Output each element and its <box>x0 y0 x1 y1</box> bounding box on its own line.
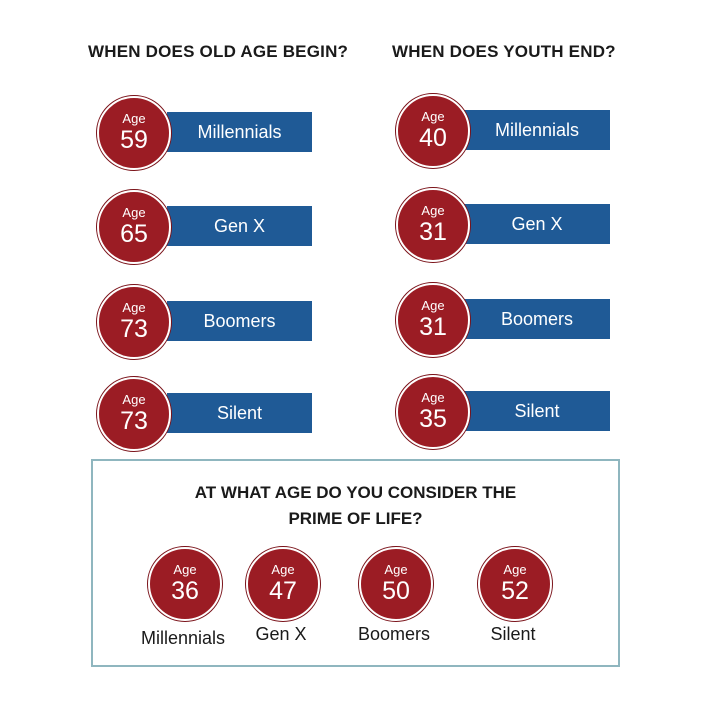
age-value: 52 <box>501 577 529 605</box>
youth-end-heading: WHEN DOES YOUTH END? <box>392 42 616 61</box>
age-label: Age <box>122 392 146 407</box>
old-age-row-genx: Gen X Age 65 <box>97 190 317 264</box>
age-badge: Age 73 <box>97 377 171 451</box>
generation-bar: Boomers <box>167 301 312 341</box>
age-value: 40 <box>419 124 447 152</box>
age-badge: Age 73 <box>97 285 171 359</box>
prime-heading-line1: AT WHAT AGE DO YOU CONSIDER THE <box>194 483 517 502</box>
old-age-heading: WHEN DOES OLD AGE BEGIN? <box>88 42 349 61</box>
prime-heading-line2: PRIME OF LIFE? <box>288 509 423 528</box>
generation-label: Boomers <box>357 624 431 644</box>
age-label: Age <box>122 300 146 315</box>
generation-bar: Millennials <box>464 110 610 150</box>
age-badge: Age 52 <box>478 547 552 621</box>
age-value: 47 <box>269 577 297 605</box>
age-label: Age <box>421 298 445 313</box>
age-label: Age <box>421 203 445 218</box>
old-age-row-millennials: Millennials Age 59 <box>97 96 317 170</box>
generation-bar: Gen X <box>464 204 610 244</box>
age-label: Age <box>271 562 295 577</box>
prime-item-millennials: Age 36 Millennials <box>126 547 246 707</box>
age-value: 50 <box>382 577 410 605</box>
old-age-row-boomers: Boomers Age 73 <box>97 285 317 359</box>
age-label: Age <box>384 562 408 577</box>
youth-end-row-silent: Silent Age 35 <box>396 375 616 449</box>
age-badge: Age 31 <box>396 283 470 357</box>
age-label: Age <box>173 562 197 577</box>
generation-bar: Silent <box>167 393 312 433</box>
age-value: 36 <box>171 577 199 605</box>
youth-end-row-boomers: Boomers Age 31 <box>396 283 616 357</box>
age-badge: Age 50 <box>359 547 433 621</box>
age-badge: Age 35 <box>396 375 470 449</box>
age-badge: Age 47 <box>246 547 320 621</box>
age-label: Age <box>122 111 146 126</box>
age-value: 73 <box>120 407 148 435</box>
old-age-row-silent: Silent Age 73 <box>97 377 317 451</box>
prime-item-silent: Age 52 Silent <box>456 547 576 707</box>
generation-label: Millennials <box>140 628 226 648</box>
generation-label: Silent <box>490 624 536 644</box>
age-badge: Age 31 <box>396 188 470 262</box>
age-label: Age <box>122 205 146 220</box>
prime-item-genx: Age 47 Gen X <box>224 547 344 707</box>
youth-end-row-genx: Gen X Age 31 <box>396 188 616 262</box>
age-label: Age <box>503 562 527 577</box>
age-value: 73 <box>120 315 148 343</box>
age-badge: Age 36 <box>148 547 222 621</box>
age-badge: Age 40 <box>396 94 470 168</box>
age-label: Age <box>421 109 445 124</box>
generation-bar: Silent <box>464 391 610 431</box>
generation-bar: Millennials <box>167 112 312 152</box>
age-value: 65 <box>120 220 148 248</box>
age-value: 59 <box>120 126 148 154</box>
age-badge: Age 65 <box>97 190 171 264</box>
age-label: Age <box>421 390 445 405</box>
generation-bar: Gen X <box>167 206 312 246</box>
generation-bar: Boomers <box>464 299 610 339</box>
youth-end-row-millennials: Millennials Age 40 <box>396 94 616 168</box>
prime-of-life-panel: AT WHAT AGE DO YOU CONSIDER THE PRIME OF… <box>91 459 620 667</box>
age-value: 31 <box>419 218 447 246</box>
prime-of-life-heading: AT WHAT AGE DO YOU CONSIDER THE PRIME OF… <box>93 480 618 532</box>
generation-label: Gen X <box>255 624 307 644</box>
age-value: 31 <box>419 313 447 341</box>
age-badge: Age 59 <box>97 96 171 170</box>
prime-item-boomers: Age 50 Boomers <box>337 547 457 707</box>
age-value: 35 <box>419 405 447 433</box>
